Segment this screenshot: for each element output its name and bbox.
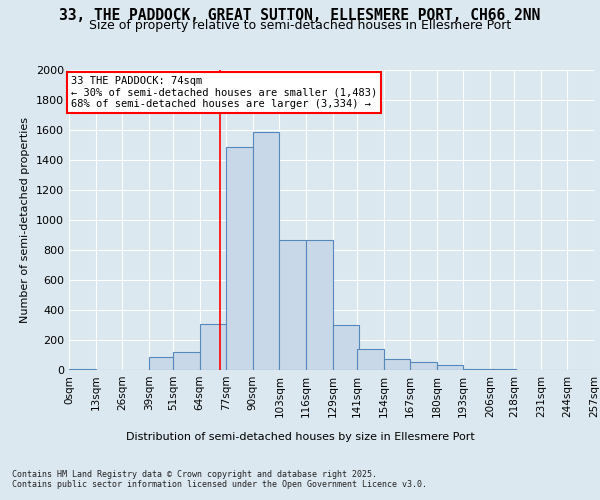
Bar	[280, 240, 306, 370]
Bar	[149, 356, 175, 370]
Text: 33, THE PADDOCK, GREAT SUTTON, ELLESMERE PORT, CH66 2NN: 33, THE PADDOCK, GREAT SUTTON, ELLESMERE…	[59, 8, 541, 22]
Bar	[306, 240, 332, 370]
Bar	[490, 368, 517, 370]
Bar	[332, 325, 359, 370]
Bar	[383, 359, 410, 370]
Bar	[69, 369, 95, 370]
Text: 33 THE PADDOCK: 74sqm
← 30% of semi-detached houses are smaller (1,483)
68% of s: 33 THE PADDOCK: 74sqm ← 30% of semi-deta…	[71, 76, 377, 109]
Bar	[173, 352, 200, 370]
Bar	[437, 365, 463, 370]
Bar	[226, 146, 253, 370]
Y-axis label: Number of semi-detached properties: Number of semi-detached properties	[20, 117, 31, 323]
Bar	[410, 362, 437, 370]
Text: Size of property relative to semi-detached houses in Ellesmere Port: Size of property relative to semi-detach…	[89, 18, 511, 32]
Text: Contains HM Land Registry data © Crown copyright and database right 2025.
Contai: Contains HM Land Registry data © Crown c…	[12, 470, 427, 490]
Bar	[463, 368, 490, 370]
Bar	[253, 132, 280, 370]
Text: Distribution of semi-detached houses by size in Ellesmere Port: Distribution of semi-detached houses by …	[125, 432, 475, 442]
Bar	[200, 324, 226, 370]
Bar	[357, 349, 383, 370]
